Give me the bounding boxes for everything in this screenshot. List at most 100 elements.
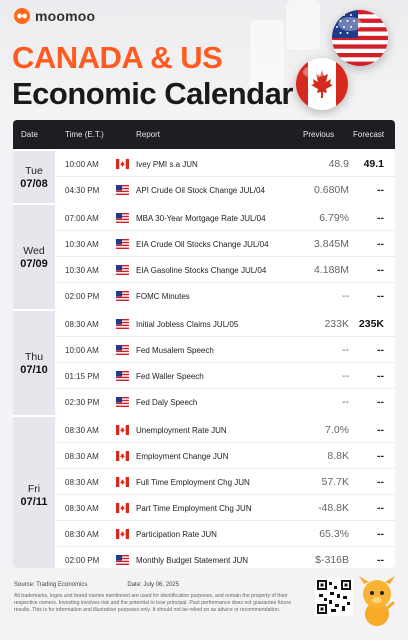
previous-value: -- (342, 290, 349, 302)
us-flag-icon (116, 397, 129, 407)
forecast-value: -- (377, 264, 384, 276)
day-cell: Fri 07/11 (13, 417, 55, 568)
forecast-value: -- (377, 424, 384, 436)
forecast-value: -- (377, 238, 384, 250)
table-row: 02:00 PM FOMC Minutes -- -- (55, 283, 395, 309)
forecast-value: -- (377, 370, 384, 382)
us-flag-icon (116, 291, 129, 301)
us-flag-icon (116, 265, 129, 275)
disclaimer-text: All trademarks, logos and brand names me… (14, 593, 292, 613)
event-time: 08:30 AM (65, 452, 99, 461)
event-report: API Crude Oil Stock Change JUL/04 (136, 186, 265, 195)
date-text: Date: July 06, 2025 (127, 582, 180, 588)
event-report: FOMC Minutes (136, 292, 190, 301)
table-row: 07:00 AM MBA 30-Year Mortgage Rate JUL/04… (55, 205, 395, 231)
event-time: 02:00 PM (65, 556, 100, 565)
previous-value: -48.8K (318, 502, 349, 514)
event-time: 01:15 PM (65, 372, 100, 381)
table-row: 02:30 PM Fed Daly Speech -- -- (55, 389, 395, 415)
table-row: 08:30 AM Unemployment Rate JUN 7.0% -- (55, 417, 395, 443)
event-time: 02:30 PM (65, 398, 100, 407)
previous-value: 3.845M (313, 238, 349, 250)
page-title-line2: Economic Calendar (12, 76, 293, 111)
background-decoration (250, 20, 284, 90)
day-name: Wed (23, 244, 45, 257)
header-forecast: Forecast (353, 130, 385, 139)
us-flag-icon (116, 319, 129, 329)
previous-value: 7.0% (325, 424, 349, 436)
event-report: Fed Waller Speech (136, 372, 204, 381)
event-report: Fed Musalem Speech (136, 346, 214, 355)
previous-value: -- (342, 370, 349, 382)
event-report: Unemployment Rate JUN (136, 426, 227, 435)
table-row: 02:00 PM Monthly Budget Statement JUN $-31… (55, 547, 395, 568)
canada-flag-ball-icon (296, 58, 348, 110)
event-report: Fed Daly Speech (136, 398, 198, 407)
event-report: Ivey PMI s.a JUN (136, 160, 198, 169)
previous-value: 57.7K (321, 476, 349, 488)
forecast-value: 235K (358, 318, 384, 330)
previous-value: 8.8K (327, 450, 349, 462)
header-time: Time (E.T.) (65, 130, 104, 139)
table-row: 08:30 AM Initial Jobless Claims JUL/05 233… (55, 311, 395, 337)
table-row: 10:30 AM EIA Gasoline Stocks Change JUL/0… (55, 257, 395, 283)
previous-value: 4.188M (313, 264, 349, 276)
previous-value: -- (342, 396, 349, 408)
event-time: 08:30 AM (65, 504, 99, 513)
event-time: 10:00 AM (65, 346, 99, 355)
background-decoration (286, 0, 320, 50)
event-report: Employment Change JUN (136, 452, 229, 461)
day-date: 07/09 (20, 257, 48, 270)
us-flag-icon (116, 185, 129, 195)
day-date: 07/11 (20, 495, 48, 508)
table-row: 08:30 AM Part Time Employment Chg JUN -48.… (55, 495, 395, 521)
day-cell: Thu 07/10 (13, 311, 55, 415)
us-flag-icon (116, 213, 129, 223)
header-date: Date (21, 130, 38, 139)
previous-value: 233K (324, 318, 349, 330)
day-group: Thu 07/10 08:30 AM Initial Jobless Claims J… (13, 309, 395, 415)
day-cell: Wed 07/09 (13, 205, 55, 309)
qr-code-icon (315, 578, 353, 616)
event-time: 10:30 AM (65, 266, 99, 275)
previous-value: -- (342, 344, 349, 356)
source-text: Source: Trading Economics (14, 582, 88, 588)
us-flag-icon (116, 371, 129, 381)
forecast-value: -- (377, 344, 384, 356)
calendar-table: Date Time (E.T.) Report Previous Forecas… (13, 120, 395, 568)
event-time: 10:00 AM (65, 160, 99, 169)
table-header: Date Time (E.T.) Report Previous Forecas… (13, 120, 395, 149)
table-body: Tue 07/08 10:00 AM Ivey PMI s.a JUN 48.9 49.1… (13, 149, 395, 568)
day-name: Thu (24, 350, 44, 363)
day-name: Tue (25, 164, 43, 177)
brand-logo: moomoo (14, 8, 95, 24)
us-flag-ball-icon (332, 10, 388, 66)
us-flag-icon (116, 345, 129, 355)
us-flag-icon (116, 239, 129, 249)
canada-flag-icon (116, 451, 129, 461)
event-time: 02:00 PM (65, 292, 100, 301)
us-flag-icon (116, 555, 129, 565)
forecast-value: -- (377, 476, 384, 488)
header-previous: Previous (303, 130, 335, 139)
forecast-value: -- (377, 212, 384, 224)
forecast-value: -- (377, 502, 384, 514)
table-row: 08:30 AM Participation Rate JUN 65.3% -- (55, 521, 395, 547)
previous-value: 0.680M (313, 184, 349, 196)
event-time: 07:00 AM (65, 214, 99, 223)
page-title-line1: CANADA & US (12, 40, 223, 75)
event-report: Participation Rate JUN (136, 530, 217, 539)
day-date: 07/10 (20, 363, 48, 376)
canada-flag-icon (116, 159, 129, 169)
event-time: 08:30 AM (65, 530, 99, 539)
event-report: MBA 30-Year Mortgage Rate JUL/04 (136, 214, 266, 223)
forecast-value: -- (377, 290, 384, 302)
previous-value: 65.3% (319, 528, 349, 540)
event-time: 08:30 AM (65, 426, 99, 435)
header-report: Report (136, 130, 161, 139)
moomoo-mascot-icon (355, 574, 399, 628)
table-row: 01:15 PM Fed Waller Speech -- -- (55, 363, 395, 389)
day-group: Fri 07/11 08:30 AM Unemployment Rate JUN 7.0… (13, 415, 395, 568)
table-row: 10:00 AM Ivey PMI s.a JUN 48.9 49.1 (55, 151, 395, 177)
event-time: 08:30 AM (65, 478, 99, 487)
